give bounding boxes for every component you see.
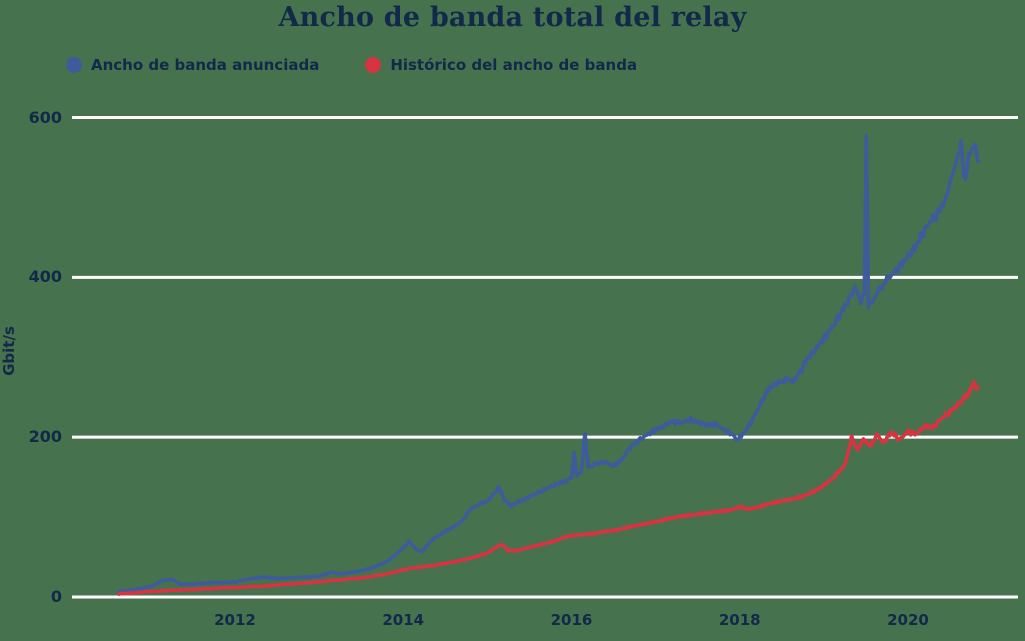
legend-label: Ancho de banda anunciada <box>91 56 320 74</box>
x-tick-label-2018: 2018 <box>718 611 761 629</box>
legend-dot-icon <box>365 57 382 73</box>
y-tick-label-600: 600 <box>28 107 62 127</box>
x-tick-label-2012: 2012 <box>214 611 256 629</box>
y-tick-label-0: 0 <box>50 587 62 606</box>
x-tick-label-2020: 2020 <box>887 611 929 629</box>
series-line-0 <box>117 133 980 594</box>
y-tick-label-200: 200 <box>28 427 62 447</box>
y-axis-label: Gbit/s <box>0 326 18 376</box>
legend-item-0: Ancho de banda anunciada <box>66 56 319 74</box>
x-tick-label-2016: 2016 <box>550 611 593 629</box>
chart-title: Ancho de banda total del relay <box>278 2 747 33</box>
legend: Ancho de banda anunciada Histórico del an… <box>66 56 637 74</box>
x-tick-label-2014: 2014 <box>382 611 425 629</box>
y-tick-label-400: 400 <box>28 267 62 287</box>
legend-dot-icon <box>66 57 82 73</box>
legend-item-1: Histórico del ancho de banda <box>365 56 637 74</box>
legend-label: Histórico del ancho de banda <box>390 56 638 74</box>
series-line-1 <box>117 379 980 596</box>
